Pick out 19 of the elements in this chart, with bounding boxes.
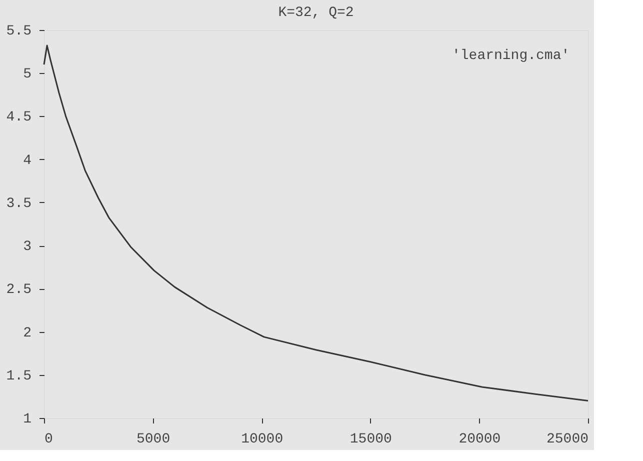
x-tick-label: 10000 [241,432,284,448]
x-tick-label: 5000 [136,432,170,448]
y-tick-label: 1.5 [6,368,32,384]
y-tick-label: 2 [23,325,32,342]
y-tick-label: 2.5 [6,282,32,298]
line-series [43,44,589,402]
y-tick-label: 3 [23,239,32,256]
y-tick-label: 4 [23,152,32,169]
y-tick-label: 3.5 [6,196,32,212]
x-tick-label: 25000 [546,432,588,448]
x-tick-label: 0 [44,432,53,448]
y-tick-label: 1 [23,412,32,428]
y-tick-label: 4.5 [6,110,32,126]
text: 'learning.cma' [452,48,570,64]
x-tick-label: 15000 [350,432,392,448]
x-tick-label: 20000 [458,432,501,448]
chart-title: K=32, Q=2 [278,5,354,21]
y-tick-label: 5 [23,66,32,83]
y-tick-label: 5.5 [6,24,32,40]
